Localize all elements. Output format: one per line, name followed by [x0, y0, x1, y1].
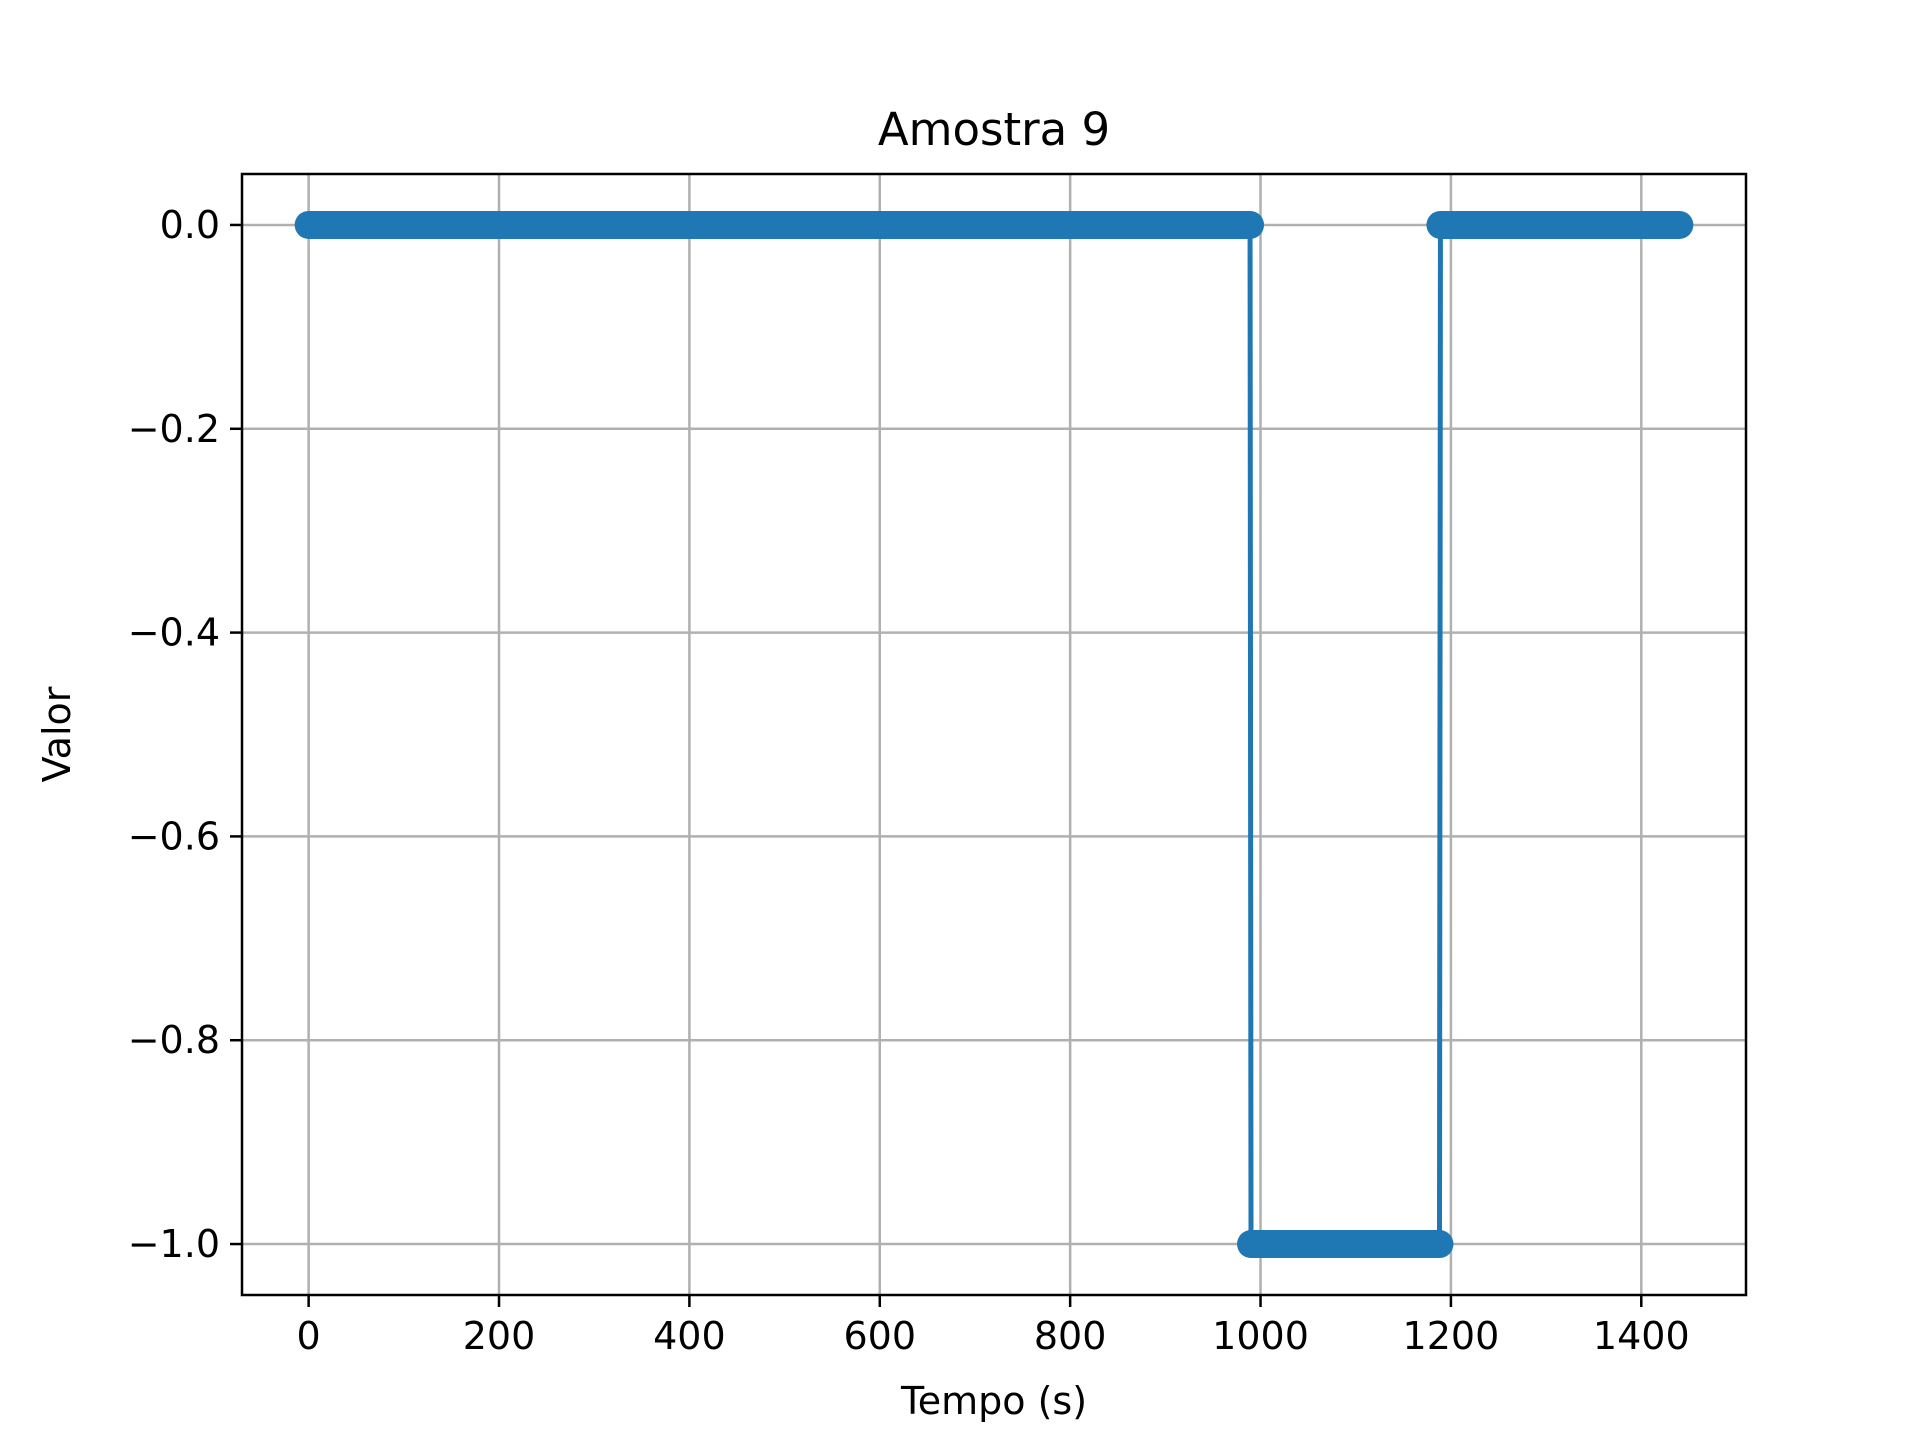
grid — [242, 174, 1746, 1295]
x-tick-label: 200 — [463, 1314, 536, 1358]
x-tick-label: 1200 — [1403, 1314, 1500, 1358]
y-tick-label: −0.2 — [128, 407, 220, 451]
y-tick-label: −0.4 — [128, 611, 220, 655]
series-line — [308, 222, 1680, 1247]
x-axis-label: Tempo (s) — [900, 1379, 1087, 1423]
chart-title: Amostra 9 — [878, 103, 1110, 156]
x-tick-label: 600 — [844, 1314, 917, 1358]
y-axis-ticks: 0.0 −0.2 −0.4 −0.6 −0.8 −1.0 — [128, 203, 242, 1266]
plot-frame — [240, 172, 1748, 1297]
y-tick-label: −0.8 — [128, 1018, 220, 1062]
y-tick-label: −0.6 — [128, 814, 220, 858]
x-tick-label: 800 — [1034, 1314, 1107, 1358]
x-tick-label: 400 — [653, 1314, 726, 1358]
x-axis-ticks: 0 200 400 600 800 1000 1200 1400 — [297, 1295, 1690, 1358]
x-tick-label: 1400 — [1593, 1314, 1690, 1358]
y-axis-label: Valor — [35, 686, 79, 782]
y-tick-label: 0.0 — [160, 203, 220, 247]
series-amostra-9 — [294, 210, 1694, 1259]
y-tick-label: −1.0 — [128, 1222, 220, 1266]
x-tick-label: 1000 — [1212, 1314, 1309, 1358]
x-tick-label: 0 — [297, 1314, 321, 1358]
